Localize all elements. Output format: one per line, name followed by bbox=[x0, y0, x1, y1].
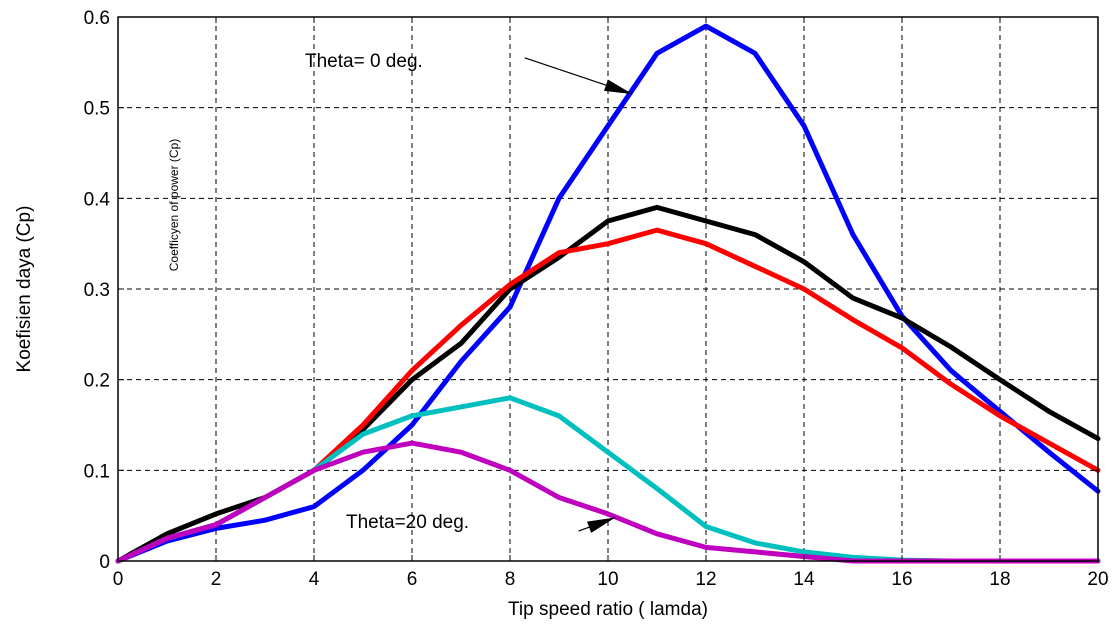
x-tick-label: 14 bbox=[793, 569, 815, 590]
y-tick-label: 0.5 bbox=[84, 99, 110, 120]
grid bbox=[118, 17, 1098, 561]
x-tick-label: 8 bbox=[505, 569, 516, 590]
x-tick-label: 2 bbox=[211, 569, 222, 590]
annotation-arrow-head bbox=[604, 79, 633, 95]
series-line-1 bbox=[115, 23, 1101, 564]
annotation-arrow-head bbox=[587, 517, 616, 533]
annotations: Theta= 0 deg. Theta=20 deg. bbox=[305, 51, 633, 533]
x-tick-label: 20 bbox=[1087, 569, 1108, 590]
x-tick-label: 16 bbox=[891, 569, 912, 590]
y-tick-label: 0 bbox=[99, 552, 110, 573]
y-axis-label: Koefisien daya (Cp) bbox=[14, 206, 35, 373]
annotation-label: Theta= 0 deg. bbox=[305, 51, 423, 72]
x-tick-label: 6 bbox=[407, 569, 418, 590]
x-tick-label: 4 bbox=[309, 569, 320, 590]
y-tick-label: 0.6 bbox=[84, 8, 110, 29]
x-tick-label: 12 bbox=[695, 569, 716, 590]
annotation-label: Theta=20 deg. bbox=[346, 512, 469, 533]
y-tick-label: 0.2 bbox=[84, 371, 110, 392]
x-tick-label: 18 bbox=[989, 569, 1010, 590]
y-tick-label: 0.3 bbox=[84, 280, 110, 301]
inner-note-label: Coefficyen of power (Cp) bbox=[167, 139, 181, 272]
x-tick-label: 10 bbox=[597, 569, 618, 590]
y-tick-label: 0.1 bbox=[84, 461, 110, 482]
x-axis-label: Tip speed ratio ( lamda) bbox=[508, 599, 708, 620]
y-tick-label: 0.4 bbox=[84, 189, 111, 210]
axis-ticks: 0 2 4 6 8 10 12 14 16 18 20 0 0.1 0.2 0.3 0.4 0.5 0.6 bbox=[84, 8, 1109, 590]
x-tick-label: 0 bbox=[113, 569, 124, 590]
